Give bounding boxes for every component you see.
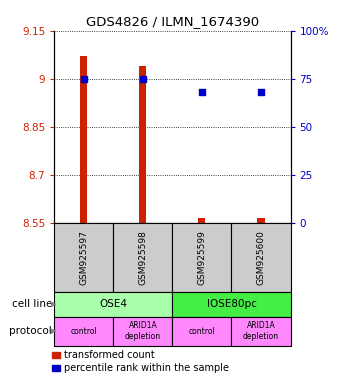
- Point: [81, 76, 86, 82]
- Bar: [54, 317, 113, 346]
- Point: [199, 89, 205, 95]
- Bar: [113, 223, 172, 292]
- Bar: [172, 292, 290, 317]
- Text: IOSE80pc: IOSE80pc: [206, 299, 256, 310]
- Text: GSM925600: GSM925600: [257, 230, 265, 285]
- Text: GSM925599: GSM925599: [197, 230, 206, 285]
- Bar: [257, 218, 265, 223]
- Bar: [113, 317, 172, 346]
- Text: OSE4: OSE4: [99, 299, 127, 310]
- Legend: transformed count, percentile rank within the sample: transformed count, percentile rank withi…: [52, 351, 229, 373]
- Text: GSM925598: GSM925598: [138, 230, 147, 285]
- Text: ARID1A
depletion: ARID1A depletion: [125, 321, 161, 341]
- Bar: [139, 66, 146, 223]
- Point: [140, 76, 146, 82]
- Text: control: control: [70, 327, 97, 336]
- Bar: [172, 223, 231, 292]
- Bar: [231, 223, 290, 292]
- Text: protocol: protocol: [9, 326, 52, 336]
- Point: [258, 89, 264, 95]
- Title: GDS4826 / ILMN_1674390: GDS4826 / ILMN_1674390: [86, 15, 259, 28]
- Bar: [54, 223, 113, 292]
- Bar: [54, 292, 172, 317]
- Bar: [198, 218, 205, 223]
- Text: control: control: [189, 327, 215, 336]
- Bar: [80, 56, 88, 223]
- Text: cell line: cell line: [12, 299, 52, 310]
- Bar: [231, 317, 290, 346]
- Text: GSM925597: GSM925597: [79, 230, 88, 285]
- Text: ARID1A
depletion: ARID1A depletion: [243, 321, 279, 341]
- Bar: [172, 317, 231, 346]
